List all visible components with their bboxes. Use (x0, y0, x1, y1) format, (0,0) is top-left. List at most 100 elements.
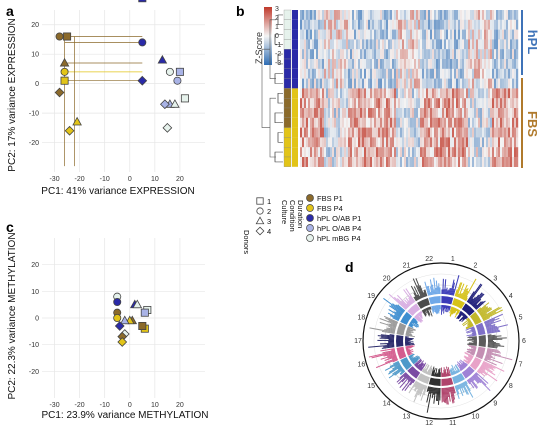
manhattan-bar (414, 381, 419, 388)
heatmap-cell (358, 10, 361, 20)
legend-condition-swatch (306, 194, 314, 202)
heatmap-cell (430, 19, 433, 30)
heatmap-cell (368, 49, 371, 60)
heatmap-cell (354, 117, 357, 128)
heatmap-cell (494, 98, 497, 109)
heatmap-cell (466, 157, 469, 167)
manhattan-bar (486, 324, 508, 331)
manhattan-bar-inner (426, 307, 431, 316)
heatmap-cell (442, 137, 445, 148)
manhattan-bar (393, 314, 401, 319)
heatmap-cell (364, 59, 367, 69)
manhattan-bar (446, 387, 449, 397)
heatmap-cell (376, 88, 379, 99)
heatmap-cell (400, 10, 403, 20)
heatmap-cell (308, 147, 311, 158)
heatmap-cell (364, 39, 367, 50)
heatmap-cell (456, 68, 459, 79)
heatmap-cell (302, 49, 305, 60)
heatmap-cell (330, 98, 333, 109)
heatmap-cell (438, 157, 441, 167)
heatmap-cell (328, 137, 331, 148)
manhattan-bar-inner (456, 370, 459, 373)
heatmap-cell (400, 68, 403, 79)
heatmap-cell (410, 147, 413, 158)
heatmap-cell (442, 98, 445, 109)
data-point (64, 125, 75, 136)
heatmap-cell (456, 147, 459, 158)
heatmap-cell (480, 19, 483, 30)
heatmap-cell (422, 88, 425, 99)
manhattan-bar-inner (406, 328, 413, 332)
manhattan-bar-inner (410, 321, 419, 328)
manhattan-bar (454, 385, 460, 400)
heatmap-cell (492, 98, 495, 109)
sample-annotation-cell (283, 156, 292, 167)
heatmap-cell (494, 19, 497, 30)
heatmap-cell (416, 10, 419, 20)
chromosome-label: 11 (449, 420, 456, 427)
heatmap-cell (510, 98, 513, 109)
heatmap-cell (316, 59, 319, 69)
chromosome-label: 7 (519, 361, 523, 368)
manhattan-bar-inner (409, 357, 413, 360)
heatmap-cell (446, 88, 449, 99)
heatmap-cell (486, 68, 489, 79)
heatmap-cell (372, 59, 375, 69)
heatmap-cell (496, 10, 499, 20)
manhattan-bar-inner (448, 306, 451, 311)
heatmap-cell (504, 39, 507, 50)
heatmap-cell (510, 117, 513, 128)
heatmap-cell (408, 49, 411, 60)
heatmap-cell (492, 88, 495, 99)
manhattan-bar-inner (448, 373, 451, 377)
heatmap-cell (478, 147, 481, 158)
heatmap-cell (352, 108, 355, 118)
heatmap-cell (314, 68, 317, 79)
heatmap-cell (322, 127, 325, 138)
heatmap-cell (434, 127, 437, 138)
heatmap-cell (360, 117, 363, 128)
heatmap-cell (474, 137, 477, 148)
manhattan-bar-inner (406, 330, 412, 334)
heatmap-cell (302, 10, 305, 20)
heatmap-cell (500, 49, 503, 60)
heatmap-cell (410, 19, 413, 30)
manhattan-bar-inner (433, 305, 435, 310)
heatmap-cell (338, 147, 341, 158)
heatmap-cell (400, 108, 403, 118)
heatmap-cell (356, 49, 359, 60)
heatmap-cell (506, 39, 509, 50)
manhattan-bar (406, 303, 410, 307)
heatmap-cell (386, 59, 389, 69)
heatmap-cell (382, 59, 385, 69)
heatmap-cell (458, 29, 461, 40)
heatmap-cell (422, 147, 425, 158)
heatmap-cell (336, 108, 339, 118)
manhattan-bar (400, 370, 406, 376)
heatmap-cell (360, 78, 363, 89)
heatmap-cell (502, 49, 505, 60)
heatmap-cell (354, 98, 357, 109)
heatmap-cell (350, 49, 353, 60)
heatmap-cell (360, 49, 363, 60)
heatmap-cell (342, 88, 345, 99)
heatmap-cell (482, 68, 485, 79)
heatmap-cell (350, 59, 353, 69)
heatmap-cell (352, 88, 355, 99)
heatmap-cell (326, 157, 329, 167)
heatmap-cell (340, 10, 343, 20)
heatmap-cell (352, 117, 355, 128)
heatmap-cell (332, 78, 335, 89)
heatmap-cell (422, 39, 425, 50)
heatmap-cell (354, 147, 357, 158)
dendrogram-branch (274, 152, 283, 163)
heatmap-cell (358, 157, 361, 167)
heatmap-cell (488, 98, 491, 109)
manhattan-bar (390, 304, 404, 315)
heatmap-cell (406, 10, 409, 20)
heatmap-cell (452, 137, 455, 148)
manhattan-bar (470, 294, 480, 305)
heatmap-cell (516, 117, 519, 128)
heatmap-cell (376, 147, 379, 158)
